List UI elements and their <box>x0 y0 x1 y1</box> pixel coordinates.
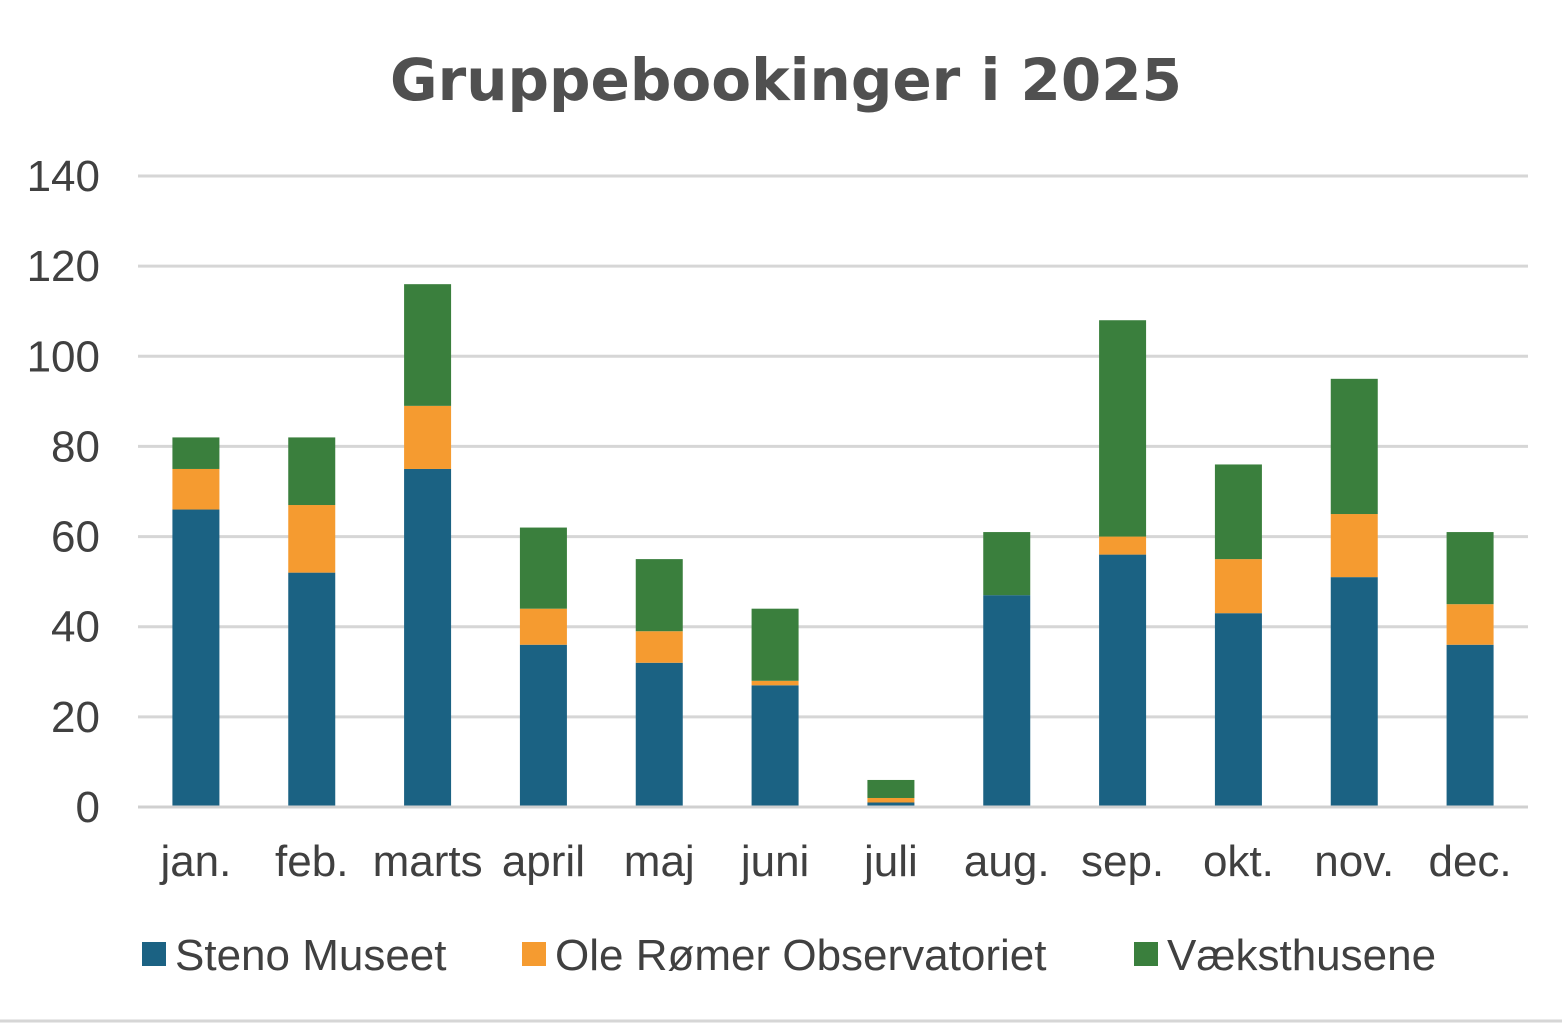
legend-label: Ole Rømer Observatoriet <box>555 931 1046 980</box>
bar-segment <box>1099 536 1147 555</box>
x-tick-label: sep. <box>1081 837 1164 886</box>
bar-segment <box>867 779 915 798</box>
y-axis-ticks: 0 20 40 60 80 100 120 140 <box>27 152 100 832</box>
bar-segment <box>635 559 683 632</box>
bar-segment <box>288 505 336 573</box>
bar-segment <box>1330 378 1378 515</box>
bar-segment <box>172 509 220 807</box>
y-tick-label: 40 <box>51 603 100 652</box>
chart-title: Gruppebookinger i 2025 <box>390 46 1182 114</box>
bar-segment <box>1214 559 1262 614</box>
legend-swatch <box>142 942 166 966</box>
bar-segment <box>1099 554 1147 807</box>
bar-segment <box>1330 577 1378 807</box>
bar-segment <box>288 572 336 807</box>
x-tick-label: aug. <box>964 837 1050 886</box>
x-tick-label: april <box>502 837 585 886</box>
bar-segment <box>172 468 220 510</box>
y-tick-label: 80 <box>51 422 100 471</box>
bar-segment <box>1330 514 1378 578</box>
bar-segment <box>1214 464 1262 560</box>
bar-segment <box>1446 532 1494 605</box>
legend-swatch <box>522 942 546 966</box>
bar-segment <box>867 797 915 803</box>
legend-item: Steno Museet <box>142 931 447 980</box>
bar-segment <box>519 608 567 645</box>
bar-segment <box>867 802 915 807</box>
bar-segment <box>751 608 799 681</box>
x-tick-label: okt. <box>1203 837 1274 886</box>
bar-segment <box>983 532 1031 596</box>
bar-segment <box>1446 644 1494 807</box>
bars <box>172 284 1494 807</box>
bar-segment <box>519 527 567 609</box>
bar-segment <box>404 284 452 406</box>
legend-swatch <box>1134 942 1158 966</box>
y-tick-label: 60 <box>51 513 100 562</box>
bar-segment <box>519 644 567 807</box>
bar-segment <box>1214 613 1262 807</box>
x-tick-label: maj <box>624 837 695 886</box>
bar-segment <box>751 685 799 807</box>
y-tick-label: 140 <box>27 152 100 201</box>
bar-segment <box>1099 320 1147 537</box>
legend-item: Ole Rømer Observatoriet <box>522 931 1046 980</box>
bar-segment <box>404 468 452 807</box>
bar-segment <box>635 662 683 807</box>
legend-label: Steno Museet <box>175 931 447 980</box>
bar-segment <box>983 595 1031 807</box>
x-tick-label: feb. <box>275 837 348 886</box>
legend-item: Væksthusene <box>1134 931 1436 980</box>
legend: Steno Museet Ole Rømer Observatoriet Vækst… <box>142 931 1436 980</box>
x-tick-label: juni <box>739 837 810 886</box>
y-tick-label: 120 <box>27 242 100 291</box>
legend-label: Væksthusene <box>1167 931 1436 980</box>
y-tick-label: 0 <box>76 783 100 832</box>
x-tick-label: marts <box>373 837 483 886</box>
bar-segment <box>751 680 799 686</box>
y-tick-label: 100 <box>27 332 100 381</box>
bar-segment <box>288 437 336 506</box>
x-tick-label: nov. <box>1314 837 1394 886</box>
bar-segment <box>635 631 683 663</box>
x-tick-label: dec. <box>1428 837 1511 886</box>
bar-segment <box>1446 604 1494 645</box>
y-tick-label: 20 <box>51 693 100 742</box>
bar-segment <box>404 405 452 469</box>
bar-segment <box>172 437 220 469</box>
x-axis-ticks: jan. feb. marts april maj juni juli aug. sep. okt… <box>158 837 1511 886</box>
x-tick-label: juli <box>862 837 918 886</box>
gridlines <box>138 174 1528 719</box>
x-tick-label: jan. <box>158 837 231 886</box>
